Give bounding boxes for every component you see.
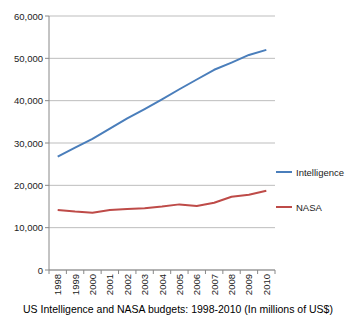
x-tick [66, 270, 67, 274]
series-line [58, 50, 267, 157]
x-tick [153, 270, 154, 274]
y-tick [45, 270, 49, 271]
legend: Intelligence NASA [276, 167, 344, 213]
y-tick [45, 100, 49, 101]
grid-line [49, 16, 275, 17]
x-tick-label: 2004 [157, 274, 168, 295]
y-tick-label: 40,000 [14, 95, 43, 106]
legend-key [276, 206, 292, 208]
x-tick [49, 270, 50, 274]
x-tick [170, 270, 171, 274]
grid-line [49, 227, 275, 228]
x-tick [257, 270, 258, 274]
x-tick [83, 270, 84, 274]
x-tick [135, 270, 136, 274]
x-tick [205, 270, 206, 274]
plot-area [58, 50, 267, 213]
x-tick-label: 2000 [87, 274, 98, 295]
chart: 0 10,000 20,000 30,000 40,000 50,000 60,000 199… [0, 0, 355, 321]
x-tick-label: 2006 [191, 274, 202, 295]
x-tick-label: 2002 [122, 274, 133, 295]
chart-container: 0 10,000 20,000 30,000 40,000 50,000 60,000 199… [0, 0, 355, 321]
x-tick [240, 270, 241, 274]
y-tick-label: 50,000 [14, 53, 43, 64]
y-tick-label: 20,000 [14, 180, 43, 191]
legend-label: NASA [296, 202, 323, 213]
y-tick [45, 143, 49, 144]
grid-line [49, 185, 275, 186]
x-tick-label: 2003 [139, 274, 150, 295]
y-tick-label: 0 [38, 265, 43, 276]
legend-key [276, 171, 292, 173]
x-tick-label: 1999 [70, 274, 81, 295]
x-tick-label: 2005 [174, 274, 185, 295]
y-tick-label: 60,000 [14, 11, 43, 22]
x-tick-label: 2001 [104, 274, 115, 295]
y-tick [45, 227, 49, 228]
x-tick [275, 270, 276, 274]
x-tick [222, 270, 223, 274]
x-tick [101, 270, 102, 274]
y-tick [45, 16, 49, 17]
y-tick [45, 58, 49, 59]
x-tick-label: 2010 [261, 274, 272, 295]
x-axis [49, 270, 275, 271]
y-tick-label: 10,000 [14, 222, 43, 233]
series-line [58, 191, 267, 213]
x-tick-label: 2007 [209, 274, 220, 295]
x-tick [188, 270, 189, 274]
x-tick [118, 270, 119, 274]
title: US Intelligence and NASA budgets: 1998-2… [23, 303, 333, 315]
x-tick-label: 2008 [226, 274, 237, 295]
x-tick-label: 1998 [52, 274, 63, 295]
legend-label: Intelligence [296, 167, 344, 178]
y-axis [49, 16, 50, 270]
y-tick [45, 185, 49, 186]
x-tick-label: 2009 [243, 274, 254, 295]
grid-line [49, 270, 275, 271]
y-tick-label: 30,000 [14, 138, 43, 149]
